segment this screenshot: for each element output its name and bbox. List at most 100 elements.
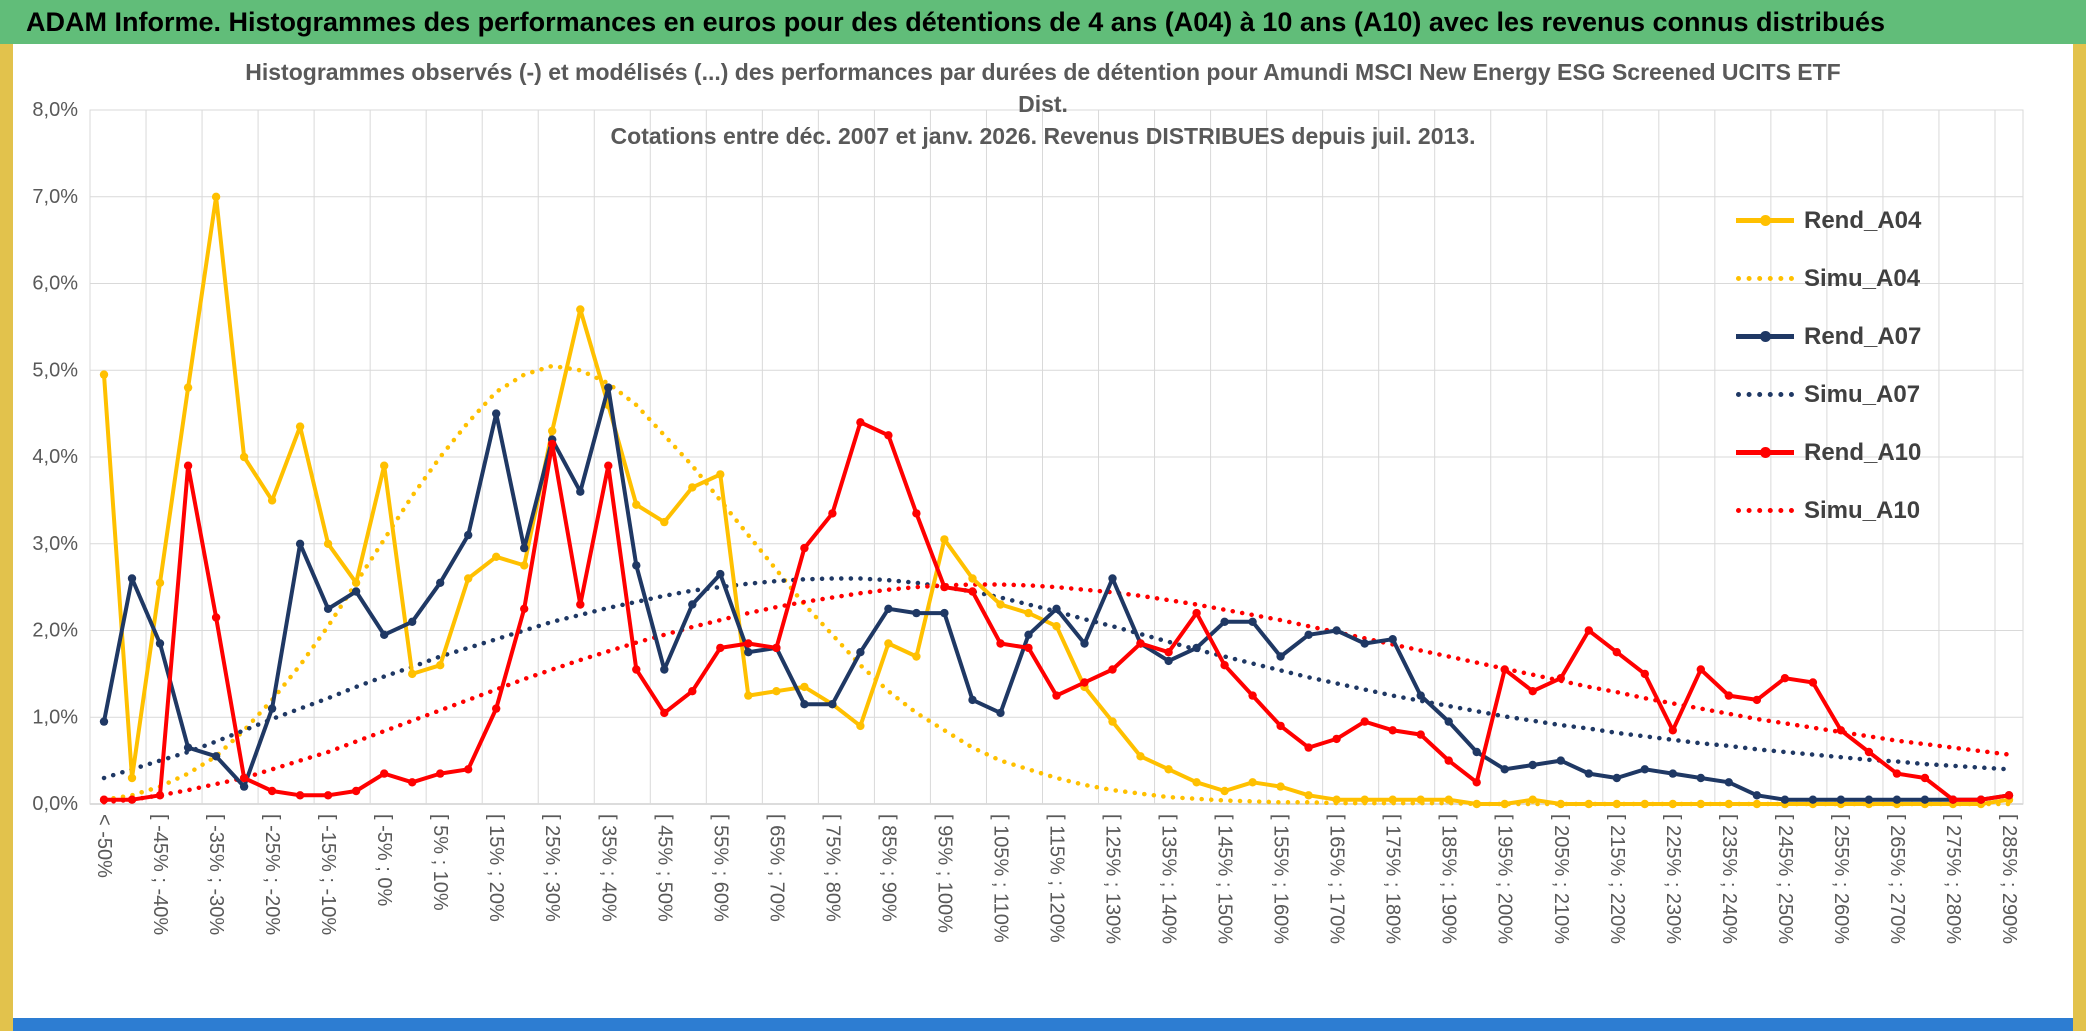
marker-Rend_A10 [1528, 687, 1537, 696]
legend-line-sample [1736, 331, 1794, 342]
marker-Rend_A04 [436, 661, 445, 670]
marker-Rend_A10 [940, 582, 949, 592]
marker-Rend_A04 [912, 652, 921, 661]
marker-Rend_A07 [828, 700, 837, 709]
legend-item-rend-a04[interactable]: Rend_A04 [1736, 202, 1921, 239]
marker-Rend_A07 [1864, 795, 1874, 804]
x-tick-label: [ 215% ; 220% [1606, 814, 1628, 944]
marker-Rend_A07 [884, 604, 893, 613]
marker-Rend_A10 [1136, 639, 1145, 648]
marker-Rend_A10 [1360, 717, 1369, 726]
marker-Rend_A10 [1220, 661, 1229, 670]
marker-Rend_A04 [688, 483, 697, 492]
marker-Rend_A07 [1752, 791, 1762, 800]
marker-Rend_A10 [1948, 795, 1958, 804]
x-tick-label: [ 15% ; 20% [485, 814, 507, 922]
y-tick-label: 4,0% [32, 446, 78, 468]
legend-item-simu-a04[interactable]: Simu_A04 [1736, 260, 1921, 297]
marker-Rend_A07 [940, 608, 949, 618]
legend-item-rend-a10[interactable]: Rend_A10 [1736, 434, 1921, 471]
marker-Rend_A04 [660, 517, 669, 527]
marker-Rend_A04 [211, 192, 221, 201]
marker-Rend_A10 [1052, 691, 1061, 700]
plot-border [89, 109, 2024, 805]
marker-Rend_A04 [1724, 799, 1734, 809]
x-tick-label: [ 285% ; 290% [1998, 814, 2020, 944]
marker-Rend_A10 [1584, 626, 1594, 635]
marker-Rend_A07 [1668, 769, 1678, 778]
marker-Rend_A10 [1612, 648, 1622, 657]
bottom-blue-bar [13, 1018, 2073, 1031]
marker-Rend_A04 [716, 470, 725, 479]
x-tick-label: [ 225% ; 230% [1662, 814, 1684, 944]
marker-Rend_A07 [1724, 778, 1734, 787]
marker-Rend_A10 [1752, 695, 1762, 705]
marker-Rend_A04 [323, 539, 333, 548]
marker-Rend_A04 [1024, 608, 1033, 618]
marker-Rend_A04 [99, 370, 109, 379]
legend-item-simu-a07[interactable]: Simu_A07 [1736, 376, 1921, 413]
marker-Rend_A10 [576, 600, 585, 609]
x-tick-label: [ 5% ; 10% [429, 814, 451, 911]
marker-Rend_A04 [856, 721, 865, 731]
x-tick-label: [ 165% ; 170% [1326, 814, 1348, 944]
marker-Rend_A04 [1696, 799, 1706, 809]
marker-Rend_A10 [1416, 730, 1425, 739]
legend-marker-dot [1760, 273, 1771, 284]
marker-Rend_A04 [940, 535, 949, 544]
marker-Rend_A10 [772, 643, 781, 653]
window-title-bar: ADAM Informe. Histogrammes des performan… [0, 0, 2086, 44]
marker-Rend_A10 [1780, 674, 1790, 683]
window-title: ADAM Informe. Histogrammes des performan… [26, 6, 1886, 37]
marker-Rend_A07 [1360, 639, 1369, 648]
marker-Rend_A10 [351, 786, 361, 796]
series-line-Rend_A07 [102, 385, 2010, 802]
legend-label: Simu_A04 [1804, 264, 1921, 292]
marker-Rend_A04 [1360, 795, 1369, 804]
x-tick-label: [ -25% ; -20% [261, 814, 283, 935]
legend-label: Simu_A07 [1804, 380, 1921, 408]
marker-Rend_A10 [127, 795, 137, 804]
legend-line [1736, 392, 1794, 397]
marker-Rend_A07 [1528, 760, 1537, 770]
marker-Rend_A04 [772, 687, 781, 696]
legend-item-rend-a07[interactable]: Rend_A07 [1736, 318, 1921, 355]
marker-Rend_A04 [1248, 778, 1257, 787]
marker-Rend_A07 [632, 561, 641, 570]
marker-Rend_A04 [1388, 795, 1397, 804]
marker-Rend_A04 [800, 682, 809, 692]
left-gold-border [0, 44, 13, 1031]
marker-Rend_A07 [912, 608, 921, 618]
marker-Rend_A07 [1164, 656, 1173, 666]
marker-Rend_A07 [1640, 765, 1650, 774]
marker-Rend_A10 [1444, 756, 1453, 765]
marker-Rend_A04 [1332, 795, 1341, 804]
marker-Rend_A04 [295, 422, 305, 431]
marker-Rend_A07 [1220, 617, 1229, 626]
marker-Rend_A04 [380, 461, 389, 470]
marker-Rend_A07 [1248, 617, 1257, 626]
marker-Rend_A07 [211, 752, 221, 761]
y-tick-label: 6,0% [32, 273, 78, 295]
marker-Rend_A10 [520, 604, 529, 613]
marker-Rend_A10 [295, 791, 305, 800]
marker-Rend_A07 [1388, 635, 1397, 644]
legend-item-simu-a10[interactable]: Simu_A10 [1736, 492, 1921, 529]
marker-Rend_A07 [856, 648, 865, 657]
marker-Rend_A07 [295, 539, 305, 548]
x-tick-label: [ 35% ; 40% [597, 814, 619, 922]
chart-area: 0,0% 1,0% 2,0% 3,0% 4,0% 5,0% 6,0% 7,0% 8,0% < -5… [13, 44, 2073, 1018]
x-tick-label: [ 205% ; 210% [1550, 814, 1572, 944]
marker-Rend_A10 [1332, 734, 1341, 744]
marker-Rend_A07 [267, 704, 277, 713]
marker-Rend_A10 [1472, 778, 1481, 787]
marker-Rend_A04 [1584, 799, 1594, 809]
marker-Rend_A07 [1836, 795, 1846, 804]
marker-Rend_A10 [183, 461, 193, 470]
marker-Rend_A04 [408, 669, 417, 679]
marker-Rend_A10 [1864, 747, 1874, 757]
y-tick-label: 2,0% [32, 620, 78, 642]
marker-Rend_A07 [1444, 717, 1453, 726]
marker-Rend_A04 [1416, 795, 1425, 804]
legend-line-sample [1736, 276, 1794, 281]
